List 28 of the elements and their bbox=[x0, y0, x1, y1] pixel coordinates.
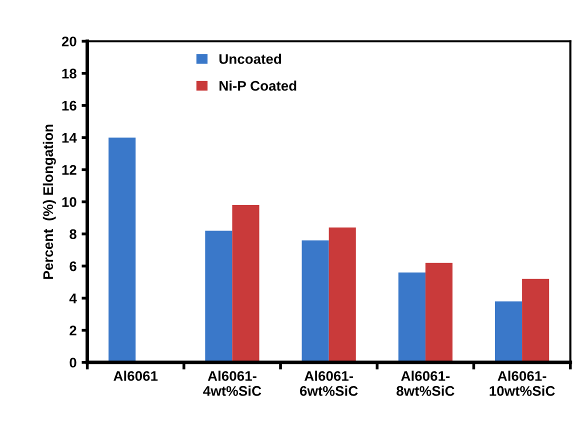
y-tick-label: 10 bbox=[62, 197, 76, 207]
bar bbox=[495, 301, 522, 362]
y-tick-label: 2 bbox=[70, 326, 76, 336]
x-tick-label: Al6061- 4wt%SiC bbox=[203, 370, 262, 396]
bar bbox=[522, 278, 550, 362]
y-tick-label: 18 bbox=[62, 68, 76, 79]
bar bbox=[108, 138, 136, 362]
y-tick-label: 6 bbox=[70, 261, 76, 272]
y-tick-label: 16 bbox=[62, 100, 76, 111]
y-tick-label: 8 bbox=[70, 229, 76, 240]
bar bbox=[205, 230, 232, 362]
x-tick-label: Al6061- 6wt%SiC bbox=[300, 370, 358, 396]
bar bbox=[232, 205, 260, 362]
y-tick-label: 14 bbox=[62, 133, 77, 143]
x-tick-label: Al6061 bbox=[114, 370, 158, 381]
x-tick-label: Al6061- 8wt%SiC bbox=[396, 370, 454, 396]
y-tick-label: 4 bbox=[69, 294, 77, 304]
y-tick-label: 20 bbox=[62, 36, 76, 46]
bar bbox=[425, 262, 452, 362]
y-tick-label: 12 bbox=[62, 165, 76, 175]
bar bbox=[398, 272, 426, 362]
y-axis-title: Percent (%) Elongation bbox=[42, 124, 56, 279]
legend-label: Uncoated bbox=[219, 54, 281, 64]
bar bbox=[328, 228, 356, 362]
legend-label: Ni-P Coated bbox=[220, 80, 296, 91]
x-tick-label: Al6061- 10wt%SiC bbox=[490, 370, 555, 396]
y-tick-label: 0 bbox=[70, 358, 76, 368]
bar bbox=[302, 240, 329, 362]
